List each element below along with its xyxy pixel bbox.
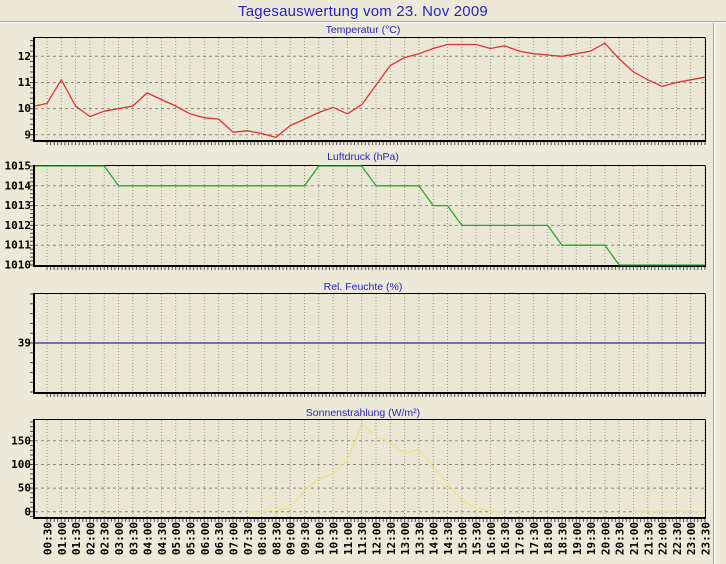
humidity-chart-title: Rel. Feuchte (%) (323, 281, 403, 293)
time-axis-label: 19:30 (585, 522, 598, 555)
time-axis-label: 11:00 (342, 522, 355, 555)
time-axis-label: 22:00 (657, 522, 670, 555)
temperature-ytick-label: 12 (18, 50, 31, 63)
solar-vgrid (46, 420, 706, 517)
pressure-x-minor-ticks (46, 267, 706, 270)
solar-y-minor-ticks (30, 421, 34, 517)
time-axis-label: 03:30 (127, 522, 140, 555)
time-axis-label: 15:30 (471, 522, 484, 555)
time-axis-labels: 00:30 01:00 01:30 02:00 02:30 03:00 03:30 04:00… (42, 522, 713, 555)
humidity-y-minor-ticks (30, 293, 34, 393)
pressure-border-thin (33, 165, 706, 265)
solar-ytick-label: 50 (18, 482, 31, 495)
humidity-chart: 39 (18, 293, 706, 397)
time-axis-label: 09:00 (285, 522, 298, 555)
humidity-x-minor-ticks (46, 394, 706, 397)
time-axis-label: 23:30 (700, 522, 713, 555)
time-axis-label: 22:30 (671, 522, 684, 555)
time-axis-label: 20:00 (599, 522, 612, 555)
time-axis-label: 21:00 (628, 522, 641, 555)
temperature-border-thin (33, 37, 706, 140)
time-axis-label: 12:30 (385, 522, 398, 555)
pressure-ytick-label: 1010 (5, 259, 32, 272)
time-axis-label: 13:00 (399, 522, 412, 555)
solar-border-thick (33, 419, 706, 519)
temperature-y-minor-ticks (30, 40, 34, 141)
time-axis-label: 04:30 (156, 522, 169, 555)
solar-chart-title: Sonnenstrahlung (W/m²) (305, 407, 421, 419)
time-axis-label: 10:30 (328, 522, 341, 555)
time-axis-label: 17:00 (514, 522, 527, 555)
pressure-series-line (35, 165, 705, 266)
solar-border-thin (33, 419, 706, 517)
time-axis-label: 03:00 (113, 522, 126, 555)
solar-series-line (247, 423, 706, 513)
time-axis-label: 01:30 (70, 522, 83, 555)
time-axis-label: 01:00 (56, 522, 69, 555)
temperature-x-minor-ticks (46, 142, 706, 145)
time-axis-label: 10:00 (313, 522, 326, 555)
time-axis-label: 18:30 (557, 522, 570, 555)
temperature-ytick-label: 9 (24, 128, 31, 141)
time-axis-label: 19:00 (571, 522, 584, 555)
pressure-chart: 1010 1011 1012 1013 1014 1015 (5, 160, 706, 272)
temperature-chart: 9 10 11 12 (18, 37, 706, 145)
time-axis-label: 06:00 (199, 522, 212, 555)
time-axis-label: 02:30 (99, 522, 112, 555)
pressure-ytick-label: 1012 (5, 219, 32, 232)
time-axis-label: 06:30 (213, 522, 226, 555)
humidity-ytick-label: 39 (18, 337, 31, 350)
pressure-chart-title: Luftdruck (hPa) (327, 151, 399, 163)
solar-ytick-label: 150 (11, 434, 31, 447)
time-axis-label: 07:30 (242, 522, 255, 555)
time-axis-label: 23:00 (685, 522, 698, 555)
pressure-ytick-label: 1014 (5, 179, 32, 192)
pressure-plot-area (35, 166, 705, 265)
solar-ytick-label: 0 (24, 505, 31, 518)
time-axis-label: 16:30 (499, 522, 512, 555)
time-axis-label: 14:30 (442, 522, 455, 555)
time-axis-label: 04:00 (142, 522, 155, 555)
time-axis-label: 05:30 (185, 522, 198, 555)
time-axis-label: 08:30 (270, 522, 283, 555)
temperature-chart-title: Temperatur (°C) (325, 24, 401, 36)
temperature-ytick-label: 11 (18, 76, 32, 89)
time-axis-label: 08:00 (256, 522, 269, 555)
time-axis-label: 05:00 (170, 522, 183, 555)
time-axis-label: 18:00 (542, 522, 555, 555)
solar-chart: 0 50 100 150 (11, 419, 706, 522)
time-axis-label: 02:00 (84, 522, 97, 555)
temperature-vgrid (46, 38, 706, 140)
solar-x-minor-ticks (46, 519, 706, 522)
temperature-ytick-label: 10 (18, 102, 31, 115)
solar-ytick-label: 100 (11, 458, 31, 471)
pressure-ytick-label: 1015 (5, 160, 32, 173)
pressure-ytick-label: 1013 (5, 199, 32, 212)
page-title: Tagesauswertung vom 23. Nov 2009 (238, 3, 488, 20)
temperature-series-line (34, 42, 706, 139)
time-axis-label: 17:30 (528, 522, 541, 555)
time-axis-label: 20:30 (614, 522, 627, 555)
humidity-border-thick (33, 293, 706, 394)
pressure-ytick-label: 1011 (5, 239, 32, 252)
time-axis-label: 12:00 (371, 522, 384, 555)
right-edge-groove (713, 23, 716, 564)
time-axis-label: 14:00 (428, 522, 441, 555)
time-axis-label: 00:30 (42, 522, 55, 555)
time-axis-label: 13:30 (413, 522, 426, 555)
time-axis-label: 15:00 (456, 522, 469, 555)
humidity-border-thin (33, 293, 706, 392)
title-divider (0, 21, 726, 23)
temperature-border-thick (33, 37, 706, 142)
time-axis-label: 11:30 (356, 522, 369, 555)
pressure-border-thick (33, 165, 706, 267)
time-axis-label: 21:30 (642, 522, 655, 555)
time-axis-label: 16:00 (485, 522, 498, 555)
time-axis-label: 07:00 (228, 522, 241, 555)
pressure-y-minor-ticks (30, 165, 34, 266)
time-axis-label: 09:30 (299, 522, 312, 555)
